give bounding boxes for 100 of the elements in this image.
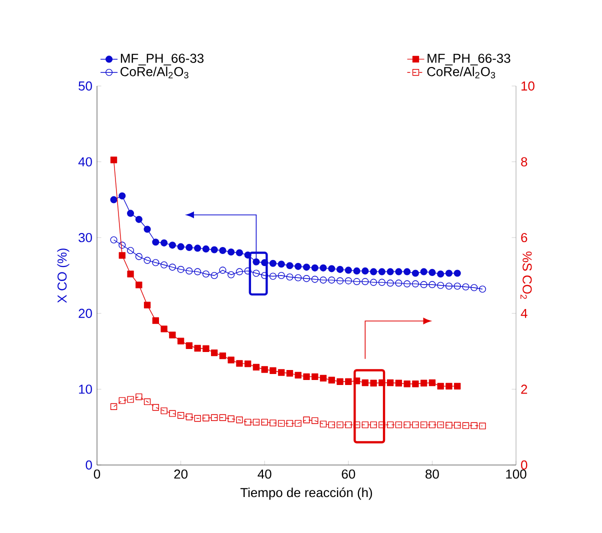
y2-tick-label: 6 [521, 233, 528, 242]
point [118, 192, 126, 200]
legend-label: CoRe/Al$_{2}$O$_{3}$ [120, 66, 188, 78]
point [446, 382, 452, 390]
y2-tick-label: 4 [520, 308, 528, 318]
point [320, 276, 327, 284]
point [404, 280, 411, 288]
point [445, 282, 452, 290]
point [437, 282, 444, 289]
point [261, 418, 268, 426]
point [286, 370, 294, 377]
y2-axis-title: %S CO$_{2}$ [520, 252, 532, 299]
point [286, 420, 294, 427]
point [236, 416, 243, 424]
point [118, 242, 126, 249]
point [202, 245, 210, 253]
y-axis-title: X CO (%) [57, 248, 70, 303]
point [428, 421, 436, 428]
point [353, 421, 360, 428]
point [344, 266, 352, 274]
point [386, 268, 394, 276]
point [311, 264, 318, 272]
point [462, 283, 470, 290]
point [160, 407, 168, 414]
point [169, 332, 176, 338]
point [270, 420, 276, 426]
point [278, 260, 285, 268]
point [286, 262, 294, 270]
point [252, 258, 260, 266]
x-tick-label: 40 [258, 470, 272, 479]
y2-tick-label: 10 [522, 81, 534, 91]
y2-tick-label: 8 [521, 157, 528, 166]
y-tick-label: 10 [79, 384, 92, 394]
point [462, 422, 470, 429]
x-tick-label: 60 [342, 470, 356, 479]
point [328, 276, 336, 284]
point [395, 421, 402, 428]
point [177, 338, 184, 344]
point [454, 422, 461, 429]
point [286, 273, 294, 281]
point [328, 421, 335, 428]
point [362, 379, 368, 386]
point [412, 380, 419, 388]
x-tick-label: 100 [506, 470, 526, 479]
point [202, 270, 210, 278]
point [320, 264, 327, 272]
y-tick-label: 30 [78, 233, 92, 242]
point [186, 342, 193, 349]
x-tick-label: 80 [426, 470, 439, 479]
point [303, 416, 310, 424]
point [252, 270, 260, 277]
point [261, 272, 268, 280]
point [395, 280, 402, 287]
point [446, 422, 452, 429]
point [320, 420, 327, 428]
point [294, 420, 302, 427]
point [144, 226, 151, 233]
point [437, 270, 444, 278]
point [118, 252, 126, 259]
point [478, 286, 486, 293]
point [270, 367, 276, 374]
point [118, 397, 126, 404]
point [194, 415, 201, 422]
point [186, 267, 193, 274]
point [303, 373, 310, 380]
point [412, 270, 419, 277]
point [202, 345, 210, 352]
point [244, 360, 252, 368]
point [144, 302, 151, 308]
point [152, 238, 160, 246]
point [127, 270, 134, 278]
point [437, 421, 444, 428]
point [386, 421, 394, 428]
point [228, 248, 235, 256]
point [127, 396, 134, 403]
point [202, 414, 210, 422]
point [362, 421, 368, 428]
point [160, 261, 168, 268]
point [160, 326, 168, 332]
point [345, 421, 352, 428]
x-axis-title: Tiempo de reacción (h) [240, 488, 372, 500]
point [344, 277, 352, 284]
point [336, 266, 344, 273]
point [454, 382, 461, 390]
point [210, 246, 218, 254]
point [278, 272, 285, 280]
point [152, 317, 159, 324]
point [479, 422, 486, 430]
point [219, 414, 226, 421]
point [302, 274, 310, 282]
point [404, 421, 410, 428]
point [278, 369, 285, 376]
point [144, 256, 151, 264]
point [470, 284, 478, 292]
point [420, 421, 428, 428]
point [244, 267, 252, 274]
point [219, 266, 226, 274]
point [312, 417, 318, 424]
point [404, 268, 411, 276]
point [194, 244, 202, 252]
